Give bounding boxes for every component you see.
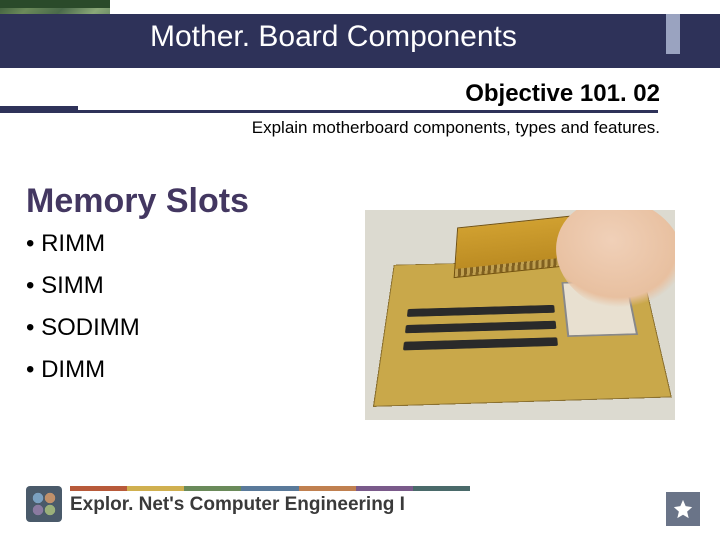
footer-course-title: Explor. Net's Computer Engineering I <box>70 494 405 516</box>
stripe-segment <box>70 486 127 491</box>
objective-description: Explain motherboard components, types an… <box>252 118 660 138</box>
title-accent-bar <box>666 14 680 54</box>
slide-title: Mother. Board Components <box>150 20 517 54</box>
stripe-segment <box>413 486 470 491</box>
list-item: • SIMM <box>26 272 140 300</box>
stripe-segment <box>299 486 356 491</box>
bullet-list: • RIMM • SIMM • SODIMM • DIMM <box>26 230 140 398</box>
footer: Explor. Net's Computer Engineering I <box>26 480 486 528</box>
memory-slot-photo <box>365 210 675 420</box>
star-badge <box>666 492 700 526</box>
underline-stub <box>0 106 78 113</box>
objective-number: Objective 101. 02 <box>465 80 660 108</box>
stripe-segment <box>241 486 298 491</box>
list-item: • DIMM <box>26 356 140 384</box>
list-item: • RIMM <box>26 230 140 258</box>
stripe-segment <box>356 486 413 491</box>
list-item: • SODIMM <box>26 314 140 342</box>
stripe-segment <box>127 486 184 491</box>
star-icon <box>672 498 694 520</box>
section-heading: Memory Slots <box>26 182 249 221</box>
underline-bar <box>78 110 658 113</box>
explornet-logo-icon <box>26 486 62 522</box>
footer-color-stripe <box>70 486 470 491</box>
stripe-segment <box>184 486 241 491</box>
